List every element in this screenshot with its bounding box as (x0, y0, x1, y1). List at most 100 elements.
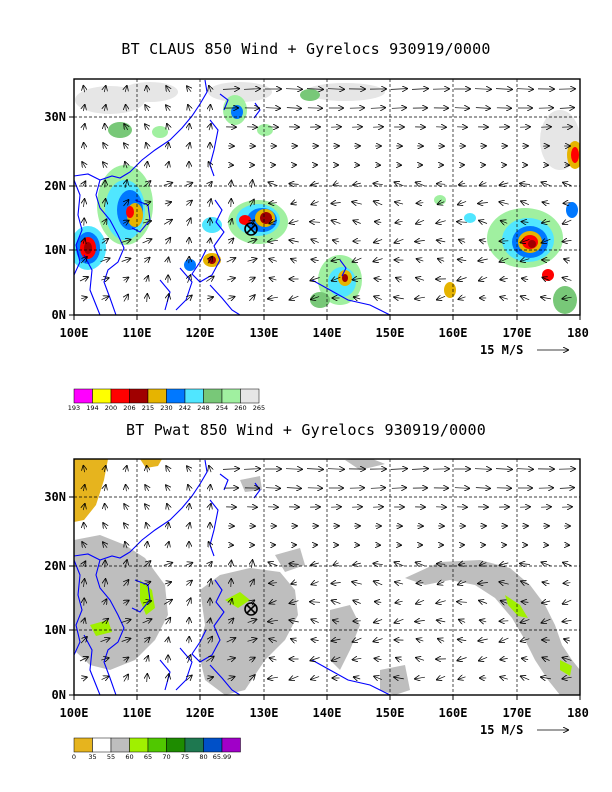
wind-vector (147, 542, 148, 549)
wind-vector (374, 240, 383, 243)
wind-vector (83, 466, 84, 473)
wind-vector (501, 221, 508, 224)
wind-vector (290, 601, 299, 604)
wind-vector (125, 180, 127, 188)
wind-vector (189, 618, 190, 625)
wind-vector (189, 124, 190, 131)
wind-vector (353, 563, 361, 565)
wind-vector (542, 182, 551, 185)
wind-vector (500, 677, 508, 679)
wind-vector (374, 201, 383, 205)
wind-vector (83, 504, 85, 511)
wind-vector (286, 108, 301, 109)
wind-vector (126, 485, 127, 492)
colorbar-label: 242 (179, 404, 191, 412)
wind-vector (268, 240, 278, 241)
claus-wind-vectors (79, 86, 575, 303)
wind-vector (289, 184, 299, 185)
wind-vector (417, 639, 424, 641)
wind-vector (333, 563, 338, 565)
wind-vector (105, 199, 106, 207)
wind-vector (437, 676, 446, 679)
wind-vector (226, 638, 236, 642)
wind-vector (311, 183, 319, 185)
wind-vector (209, 162, 212, 169)
claus-xtick: 180 (567, 326, 589, 340)
wind-vector (124, 658, 129, 661)
colorbar-swatch (147, 737, 167, 753)
wind-vector (124, 580, 129, 587)
wind-vector (209, 199, 211, 207)
wind-vector (265, 488, 280, 489)
wind-vector (375, 602, 382, 603)
wind-vector (290, 221, 299, 224)
wind-vector (395, 601, 403, 603)
wind-vector (289, 240, 299, 242)
wind-vector (270, 221, 277, 224)
colorbar-swatch (166, 737, 186, 753)
wind-vector (454, 488, 469, 489)
pwat-colorbar: 0 35 55 60 65 70 75 80 65.99 (72, 737, 241, 761)
wind-vector (188, 523, 190, 530)
wind-vector (144, 638, 149, 643)
wind-vector (269, 583, 277, 584)
wind-vector (562, 677, 572, 679)
wind-vector (311, 619, 319, 622)
wind-vector (268, 297, 278, 299)
wind-vector (101, 239, 108, 244)
wind-vector (166, 466, 170, 473)
wind-vector (311, 259, 319, 260)
pwat-xtick: 150E (376, 706, 405, 720)
wind-vector (81, 297, 87, 299)
wind-vector (500, 563, 509, 565)
wind-vector (249, 675, 254, 682)
wind-vector (189, 504, 190, 511)
wind-vector (521, 201, 530, 204)
wind-vector (542, 239, 551, 243)
wind-vector (495, 469, 512, 470)
wind-vector (185, 201, 192, 206)
wind-vector (121, 240, 131, 243)
wind-vector (83, 124, 85, 131)
wind-vector (352, 582, 362, 584)
wind-vector (542, 278, 550, 281)
claus-xtick: 140E (313, 326, 342, 340)
claus-xtick: 150E (376, 326, 405, 340)
claus-colorbar: 193 194 200 206 215 230 242 248 254 260 265 (68, 388, 265, 412)
wind-vector (459, 240, 466, 243)
colorbar-swatch (203, 737, 223, 753)
pwat-ytick-10: 10N (44, 623, 66, 637)
wind-vector (104, 105, 106, 112)
wind-vector (563, 220, 572, 224)
wind-vector (353, 221, 361, 224)
wind-vector (436, 221, 446, 224)
wind-vector (370, 488, 385, 489)
wind-vector (564, 583, 571, 584)
wind-vector (269, 259, 277, 262)
wind-vector (331, 583, 341, 584)
wind-vector (474, 89, 491, 90)
colorbar-swatch (221, 388, 241, 404)
wind-vector (353, 258, 362, 262)
wind-vector (82, 542, 86, 549)
wind-vector (415, 677, 425, 679)
wind-vector (101, 278, 108, 280)
wind-vector (168, 638, 169, 643)
wind-vector (416, 562, 425, 565)
claus-xtick: 130E (250, 326, 279, 340)
colorbar-label: 70 (162, 753, 170, 761)
wind-vector (185, 183, 193, 186)
wind-vector (226, 258, 236, 262)
wind-vector (222, 89, 239, 90)
wind-vector (373, 259, 383, 262)
wind-vector (521, 296, 530, 300)
wind-vector (437, 564, 446, 565)
wind-vector (82, 162, 86, 169)
claus-ytick-20: 20N (44, 179, 66, 193)
wind-vector (479, 601, 488, 604)
pwat-xtick: 120E (186, 706, 215, 720)
wind-vector (163, 600, 172, 605)
wind-vector (231, 561, 232, 568)
wind-vector (210, 619, 211, 624)
wind-vector (83, 561, 86, 566)
